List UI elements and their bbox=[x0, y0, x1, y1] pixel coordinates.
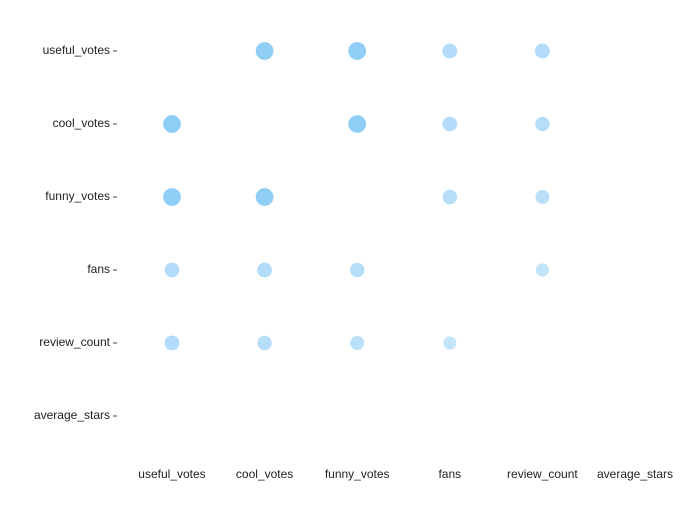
corr-point bbox=[350, 262, 365, 278]
corr-point bbox=[163, 115, 181, 133]
corr-point bbox=[257, 262, 272, 278]
corr-point bbox=[255, 42, 274, 60]
x-tick-label: cool_votes bbox=[236, 467, 293, 481]
corr-point bbox=[255, 188, 274, 206]
x-tick-label: fans bbox=[438, 467, 461, 481]
y-tick-label: average_stars bbox=[34, 408, 110, 422]
corr-point bbox=[442, 43, 458, 59]
x-tick-label: useful_votes bbox=[138, 467, 205, 481]
corr-point bbox=[535, 116, 550, 132]
corr-point bbox=[535, 263, 550, 277]
corr-point bbox=[164, 262, 180, 278]
y-tick-label: cool_votes bbox=[53, 116, 110, 130]
x-tick-label: review_count bbox=[507, 467, 578, 481]
corr-point bbox=[442, 116, 458, 132]
corr-point bbox=[443, 336, 457, 350]
corr-point bbox=[350, 336, 365, 350]
corr-point bbox=[257, 335, 272, 351]
corr-point bbox=[348, 42, 367, 60]
corr-point bbox=[535, 190, 550, 204]
corr-point bbox=[535, 43, 550, 59]
corr-point bbox=[348, 115, 367, 133]
x-tick-label: funny_votes bbox=[325, 467, 390, 481]
corr-point bbox=[163, 188, 181, 206]
corr-point bbox=[442, 189, 457, 205]
corr-point bbox=[164, 335, 180, 351]
y-tick-label: funny_votes bbox=[45, 189, 110, 203]
x-tick-label: average_stars bbox=[597, 467, 673, 481]
y-tick-label: fans bbox=[87, 262, 110, 276]
y-tick-label: review_count bbox=[39, 335, 110, 349]
y-tick-label: useful_votes bbox=[43, 43, 110, 57]
